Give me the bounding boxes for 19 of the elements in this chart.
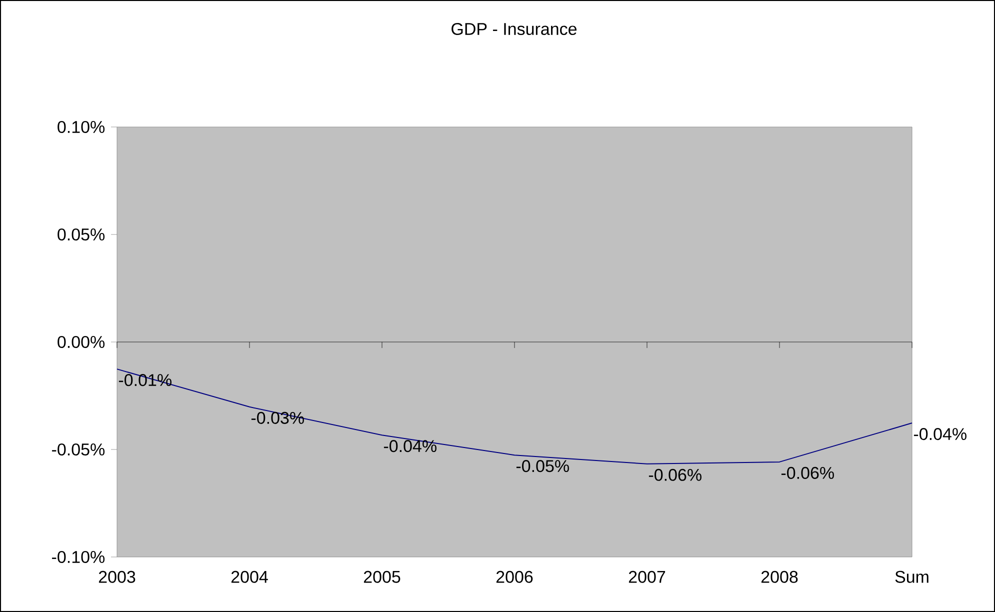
data-label: -0.04% [384, 440, 436, 452]
y-tick-label: 0.10% [58, 120, 105, 134]
x-tick-label: Sum [895, 570, 928, 583]
x-tick-label: 2007 [628, 570, 666, 583]
data-label: -0.05% [516, 460, 569, 472]
y-tick-label: 0.05% [58, 228, 105, 241]
data-label: -0.06% [781, 466, 834, 479]
x-tick-label: 2005 [364, 570, 400, 583]
chart-title: GDP - Insurance [452, 22, 577, 36]
x-tick-label: 2004 [231, 570, 268, 583]
y-tick-label: -0.10% [52, 550, 105, 564]
data-label: -0.03% [251, 412, 304, 424]
y-tick-label: 0.00% [58, 336, 105, 348]
x-tick-label: 2006 [496, 570, 533, 583]
data-label: -0.06% [648, 468, 702, 481]
x-tick-label: 2003 [98, 570, 136, 583]
x-tick-label: 2008 [761, 570, 798, 583]
y-tick-label: -0.05% [52, 443, 105, 456]
data-label: -0.04% [914, 428, 966, 440]
